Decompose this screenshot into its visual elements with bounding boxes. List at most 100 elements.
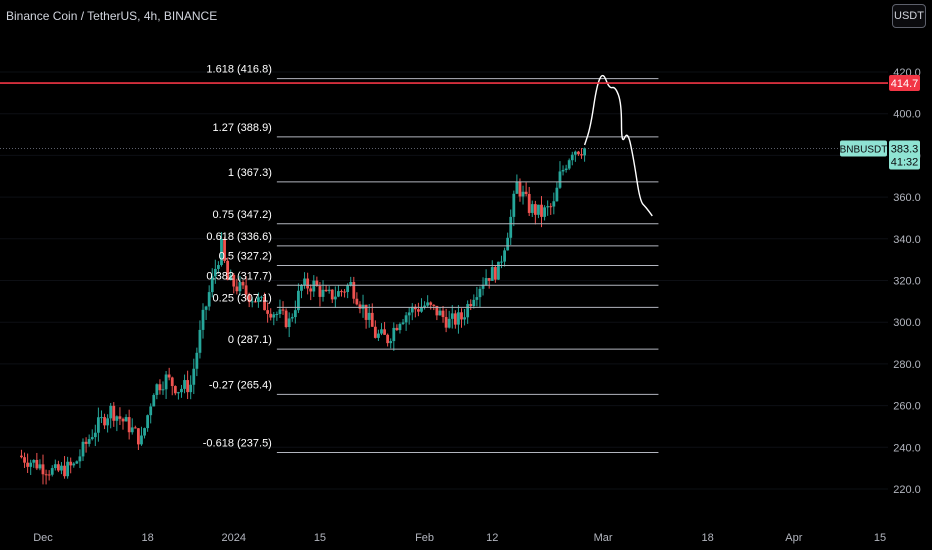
candle-body (84, 441, 88, 444)
projection-path[interactable] (583, 74, 653, 217)
candle-body (167, 374, 171, 378)
candle-body (487, 278, 491, 281)
candle-body (235, 286, 239, 292)
candle-body (272, 314, 276, 318)
last-price-badge (889, 140, 920, 170)
candle-body (161, 389, 165, 391)
candle-body (269, 313, 273, 318)
candle-body (217, 265, 220, 269)
bar-countdown-text: 41:32 (891, 157, 919, 169)
candle-body (564, 168, 568, 170)
candle-body (527, 193, 531, 213)
time-axis[interactable]: Dec 18 2024 15 Feb 12 Mar 18 Apr 15 (33, 532, 886, 544)
candle-body (561, 169, 565, 172)
candle-body (112, 405, 116, 421)
candle-body (23, 457, 26, 463)
candle-body (106, 418, 110, 426)
candle-body (398, 323, 402, 331)
candle-body (306, 278, 310, 289)
candle-body (257, 297, 260, 303)
price-tick-label: 240.0 (893, 442, 921, 454)
candle-body (90, 437, 94, 440)
candle-body (493, 267, 497, 280)
candle-body (358, 304, 362, 309)
price-tick-label: 320.0 (893, 276, 921, 288)
time-tick-label: 12 (486, 532, 498, 544)
candle-body (66, 461, 70, 477)
candle-body (158, 384, 162, 391)
candle-body (321, 289, 325, 297)
candle-body (530, 204, 534, 213)
candle-body (96, 417, 100, 433)
candle-body (38, 464, 42, 469)
candle-body (438, 310, 442, 316)
candle-body (450, 313, 454, 319)
currency-button[interactable]: USDT (892, 4, 926, 28)
fib-level-label: -0.618 (237.5) (203, 438, 272, 450)
candle-body (115, 416, 119, 421)
candle-body (500, 261, 503, 263)
candle-body (164, 374, 168, 390)
candle-body (232, 274, 236, 287)
candle-body (426, 302, 430, 306)
fib-level-label: 0.5 (327.2) (219, 250, 272, 262)
candle-body (173, 386, 177, 394)
candle-body (198, 329, 202, 353)
candle-body (324, 289, 328, 292)
fib-level-label: 1.27 (388.9) (213, 122, 272, 134)
candle-body (103, 417, 106, 426)
time-tick-label: Dec (33, 532, 53, 544)
candle-body (136, 428, 140, 445)
candle-body (195, 352, 199, 369)
candle-body (176, 392, 180, 394)
candle-body (75, 461, 79, 464)
candle-body (20, 455, 23, 458)
candle-body (300, 285, 303, 291)
candle-body (180, 388, 183, 393)
candle-body (373, 326, 377, 338)
candle-body (413, 306, 417, 310)
fibonacci-levels[interactable]: 1.618 (416.8) 1.27 (388.9) 1 (367.3) 0.75 (… (203, 64, 659, 454)
grid-lines (0, 71, 888, 490)
candle-body (50, 468, 54, 475)
candle-body (229, 274, 233, 281)
candle-body (441, 310, 445, 318)
candle-body (546, 206, 550, 208)
candle-body (201, 309, 205, 330)
price-overlays (0, 82, 888, 150)
time-tick-label: Apr (785, 532, 802, 544)
candle-body (287, 318, 291, 328)
candle-body (26, 462, 30, 467)
time-tick-label: Feb (415, 532, 434, 544)
candle-body (318, 285, 322, 297)
candle-body (444, 317, 448, 328)
candle-body (207, 292, 211, 307)
candle-body (549, 206, 553, 208)
symbol-text: BNBUSDT (840, 145, 888, 156)
candle-body (189, 384, 193, 393)
candle-body (149, 406, 153, 416)
candle-body (543, 207, 546, 217)
candle-body (53, 464, 57, 469)
candle-body (469, 304, 473, 307)
fib-level-label: 0.75 (347.2) (213, 209, 272, 221)
candle-body (263, 296, 266, 311)
candle-body (407, 312, 411, 316)
price-axis[interactable]: 220.0 240.0 260.0 280.0 300.0 320.0 340.0 360.0… (893, 67, 921, 496)
candle-body (35, 459, 39, 469)
candle-body (577, 151, 580, 155)
candle-body (238, 282, 242, 292)
candle-body (429, 302, 433, 305)
projection-curve[interactable] (583, 74, 653, 217)
candle-body (340, 291, 343, 293)
fib-level-label: 0 (287.1) (228, 334, 272, 346)
candle-body (204, 306, 208, 310)
candle-body (364, 304, 368, 320)
candle-body (453, 313, 457, 325)
resistance-price-badge (889, 75, 920, 92)
time-tick-label: 15 (314, 532, 326, 544)
price-tick-label: 340.0 (893, 234, 921, 246)
candle-body (552, 201, 556, 207)
